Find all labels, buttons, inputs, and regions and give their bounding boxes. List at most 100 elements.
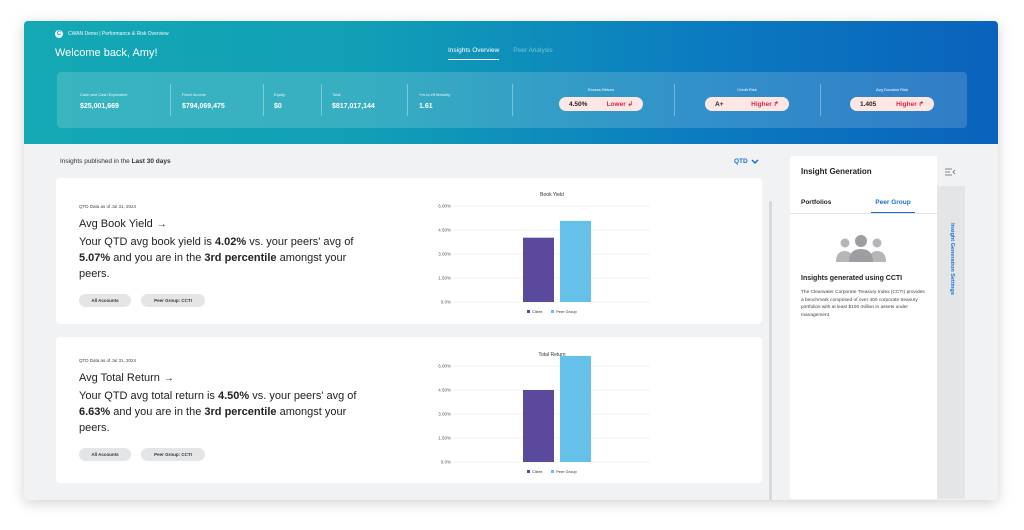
risk-pill[interactable]: 1.405 Higher ↱ (850, 97, 934, 111)
legend-label: Client (532, 469, 543, 474)
divider (170, 84, 171, 116)
insight-generation-panel: Insight Generation Portfolios Peer Group… (790, 156, 965, 499)
insights-period: Insights published in the Last 30 days (60, 158, 171, 165)
percentile-value: 3rd percentile (204, 252, 277, 264)
panel-tabs: Portfolios Peer Group (790, 197, 937, 214)
as-of-date: QTD Data as of Jul 31, 2024 (79, 358, 137, 363)
qtd-dropdown[interactable]: QTD (734, 158, 759, 165)
legend-swatch (551, 470, 554, 473)
stat-total: Total $817,017,144 (332, 92, 375, 110)
settings-tab[interactable]: Insight Generation Settings (945, 214, 959, 304)
stat-label: Total (332, 92, 341, 97)
insight-text: and you are in the (110, 406, 205, 418)
as-of-date: QTD Data as of Jul 31, 2024 (79, 204, 137, 209)
stat-label: Fixed Income (182, 92, 207, 97)
settings-strip (937, 156, 965, 499)
legend-label: Peer Group (556, 469, 577, 474)
stat-label: Yrs to eff Maturity (419, 92, 451, 97)
chip-all-accounts[interactable]: All Accounts (79, 448, 131, 461)
y-tick-label: 3.00% (438, 252, 451, 257)
stat-cash: Cash and Cash Equivalent $25,001,669 (80, 92, 127, 110)
people-group-icon (836, 235, 886, 262)
header-tabs: Insights Overview Peer Analysis (448, 47, 553, 60)
risk-value: 1.405 (860, 100, 877, 108)
stat-value: $817,017,144 (332, 103, 375, 110)
brand: C CWAN Demo | Performance & Risk Overvie… (55, 30, 169, 38)
chevron-down-icon (751, 158, 759, 164)
divider (512, 84, 513, 116)
risk-label: Avg Duration Risk (876, 87, 908, 92)
divider (407, 84, 408, 116)
legend-label: Peer Group (556, 309, 577, 314)
risk-value: A+ (715, 100, 724, 108)
insight-body: Your QTD avg book yield is 4.02% vs. you… (79, 234, 369, 282)
insight-text: and you are in the (110, 252, 205, 264)
stat-value: $0 (274, 103, 282, 110)
bar-client (523, 237, 554, 302)
panel-title: Insight Generation (801, 167, 872, 176)
legend-swatch (527, 310, 530, 313)
percentile-value: 3rd percentile (204, 406, 277, 418)
bar-client (523, 390, 554, 462)
chip-all-accounts[interactable]: All Accounts (79, 294, 131, 307)
y-tick-label: 1.50% (438, 276, 451, 281)
risk-tag: Lower ↲ (607, 100, 633, 108)
bar-peer-group (560, 220, 591, 302)
feed-scrollbar[interactable] (769, 201, 772, 500)
client-value: 4.50% (218, 390, 250, 402)
tab-peer-group[interactable]: Peer Group (871, 199, 915, 213)
divider (820, 84, 821, 116)
risk-excess-return: Excess Return 4.50% Lower ↲ (559, 87, 643, 111)
insight-title[interactable]: Avg Total Return → (79, 372, 174, 384)
tab-peer-analysis[interactable]: Peer Analysis (513, 47, 553, 54)
generation-title: Insights generated using CCTI (801, 275, 903, 282)
settings-tab-label: Insight Generation Settings (949, 223, 955, 295)
y-tick-label: 0.0% (441, 460, 451, 465)
arrow-up-right-icon: ↱ (773, 101, 779, 108)
arrow-right-icon: → (156, 218, 167, 230)
risk-label: Credit Risk (737, 87, 757, 92)
settings-strip-top (937, 156, 965, 186)
insight-body: Your QTD avg total return is 4.50% vs. y… (79, 388, 369, 436)
risk-pill[interactable]: 4.50% Lower ↲ (559, 97, 643, 111)
risk-duration: Avg Duration Risk 1.405 Higher ↱ (850, 87, 934, 111)
tab-portfolios[interactable]: Portfolios (801, 199, 832, 206)
arrow-up-right-icon: ↱ (918, 101, 924, 108)
risk-tag-label: Higher (751, 101, 772, 108)
chip-peer-group[interactable]: Peer Group: CCTI (141, 294, 205, 307)
bar-peer-group (560, 355, 591, 462)
legend-label: Client (532, 309, 543, 314)
collapse-panel-icon[interactable] (944, 167, 956, 177)
total-return-chart: Total Return 0.0% 1.50% 3.00% 4.50% 6.00% Clie… (438, 352, 650, 474)
legend-swatch (527, 470, 530, 473)
risk-tag: Higher ↱ (896, 100, 924, 108)
risk-pill[interactable]: A+ Higher ↱ (705, 97, 789, 111)
stat-value: 1.61 (419, 103, 433, 110)
insight-text: Your QTD avg total return is (79, 390, 218, 402)
chip-peer-group[interactable]: Peer Group: CCTI (141, 448, 205, 461)
stats-bar: Cash and Cash Equivalent $25,001,669 Fix… (57, 72, 967, 128)
tab-insights-overview[interactable]: Insights Overview (448, 47, 500, 60)
insight-text: amongst your peers. (79, 406, 347, 434)
stat-equity: Equity $0 (274, 92, 285, 110)
stat-value: $25,001,669 (80, 103, 119, 110)
arrow-down-right-icon: ↲ (627, 101, 633, 108)
stat-label: Equity (274, 92, 286, 97)
y-tick-label: 6.00% (438, 204, 451, 209)
insight-title[interactable]: Avg Book Yield → (79, 218, 167, 230)
arrow-right-icon: → (163, 372, 174, 384)
stat-value: $794,069,475 (182, 103, 225, 110)
brand-logo-icon: C (55, 30, 63, 38)
divider (263, 84, 264, 116)
book-yield-chart: Book Yield 0.0% 1.50% 3.00% 4.50% 6.00% Client… (438, 192, 650, 314)
insight-text: vs. your peers' avg of (249, 390, 357, 402)
stat-fixed-income: Fixed Income $794,069,475 (182, 92, 225, 110)
risk-tag: Higher ↱ (751, 100, 779, 108)
risk-tag-label: Higher (896, 101, 917, 108)
y-tick-label: 6.00% (438, 364, 451, 369)
peer-value: 6.63% (79, 406, 111, 418)
chart-title: Total Return (539, 352, 566, 358)
welcome-message: Welcome back, Amy! (55, 47, 158, 59)
insight-text: amongst your peers. (79, 252, 347, 280)
y-tick-label: 4.50% (438, 228, 451, 233)
